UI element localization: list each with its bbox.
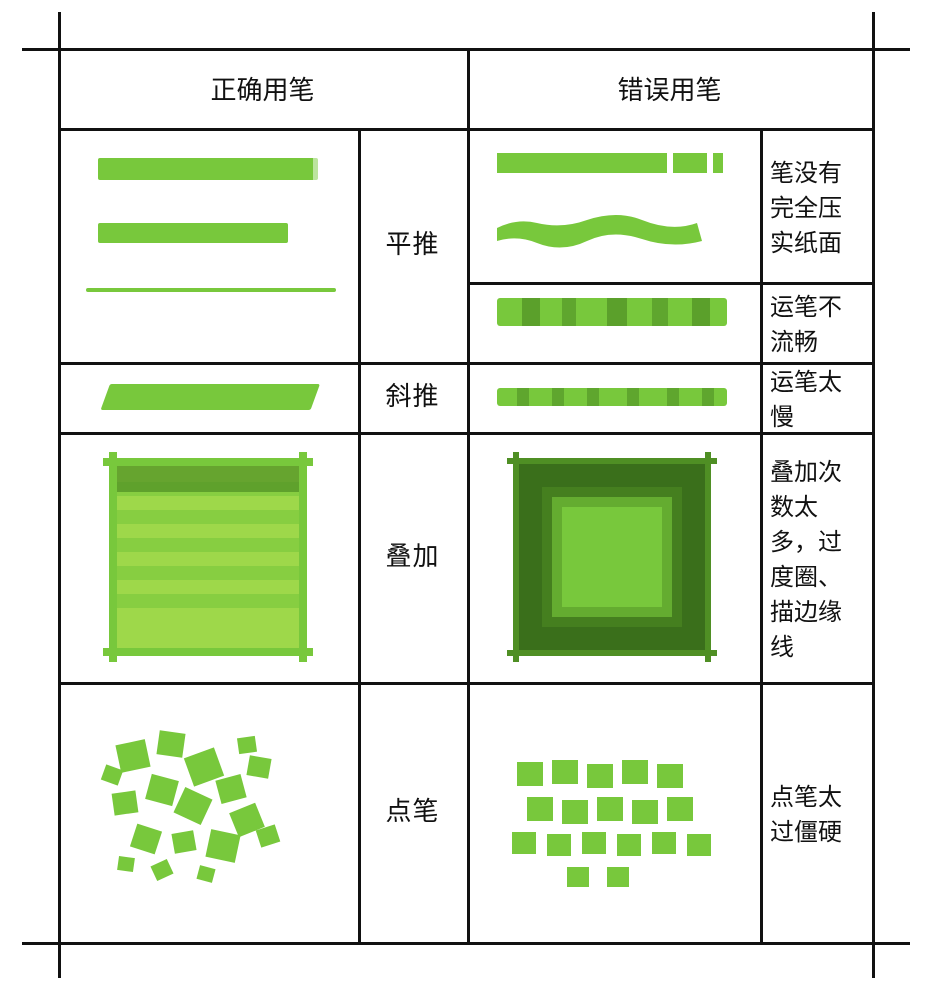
border-right <box>872 12 875 978</box>
wrong-note: 笔没有完全压实纸面 <box>760 128 872 282</box>
technique-label: 点笔 <box>358 682 467 942</box>
row2-wrong-stroke <box>467 362 760 432</box>
technique-label: 叠加 <box>358 432 467 682</box>
wrong-note-text: 运笔太慢 <box>770 362 862 432</box>
border-bottom <box>22 942 910 945</box>
wrong-note-text: 叠加次数太多，过度圈、描边缘线 <box>770 452 862 662</box>
row1-wrong-strokes <box>467 128 760 362</box>
row1-correct-strokes <box>58 128 358 362</box>
wrong-note-text: 点笔太过僵硬 <box>770 777 862 847</box>
technique-label: 斜推 <box>358 362 467 432</box>
header-wrong-label: 错误用笔 <box>617 70 721 107</box>
row4-wrong-dots <box>467 682 760 942</box>
row4-correct-dots <box>58 682 358 942</box>
technique-label-text: 点笔 <box>385 794 439 829</box>
row3-correct-square <box>58 432 358 682</box>
wrong-note: 运笔不流畅 <box>760 282 872 362</box>
wrong-note: 点笔太过僵硬 <box>760 682 872 942</box>
technique-label-text: 斜推 <box>385 379 439 414</box>
header-correct: 正确用笔 <box>58 48 467 128</box>
wrong-note: 叠加次数太多，过度圈、描边缘线 <box>760 432 872 682</box>
wrong-note-text: 笔没有完全压实纸面 <box>770 153 862 258</box>
header-wrong: 错误用笔 <box>467 48 872 128</box>
technique-label-text: 叠加 <box>385 539 439 574</box>
wrong-note-text: 运笔不流畅 <box>770 287 862 357</box>
row2-correct-stroke <box>58 362 358 432</box>
technique-label-text: 平推 <box>385 227 439 262</box>
row3-wrong-square <box>467 432 760 682</box>
diagram-frame: 正确用笔 错误用笔 平推 斜推 叠加 点笔 笔没有完全压实纸面 运笔不流畅 运笔… <box>40 30 892 968</box>
wrong-note: 运笔太慢 <box>760 362 872 432</box>
header-correct-label: 正确用笔 <box>210 70 314 107</box>
technique-label: 平推 <box>358 128 467 362</box>
